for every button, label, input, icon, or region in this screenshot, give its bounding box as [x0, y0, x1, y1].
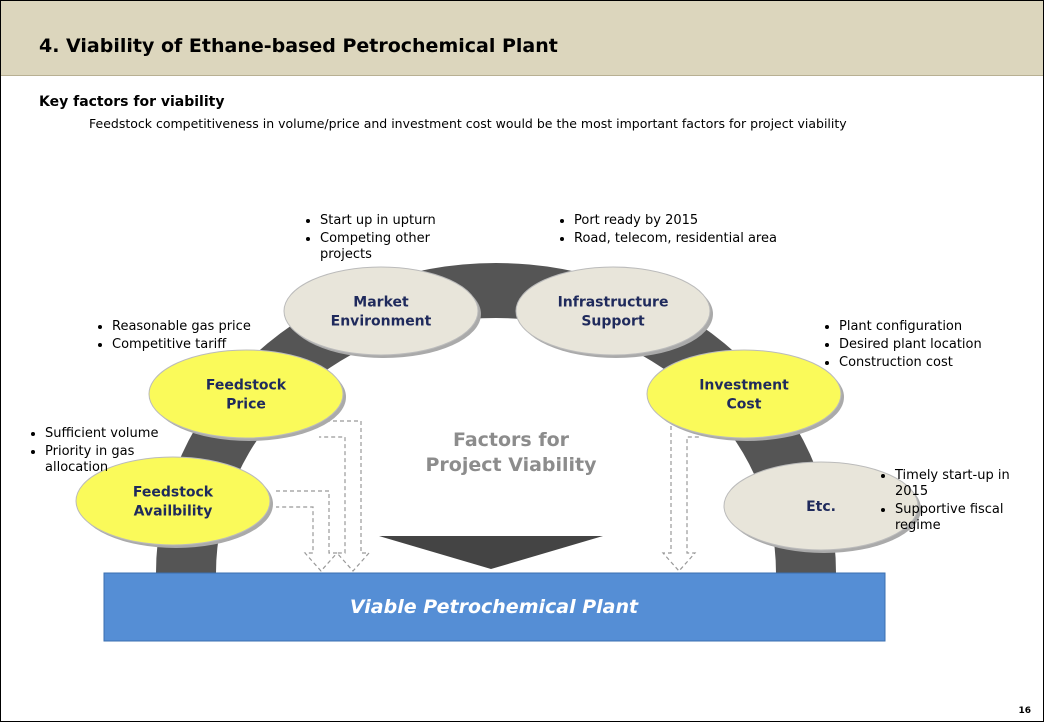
node-ellipse	[515, 266, 711, 356]
bullet: Sufficient volume	[45, 426, 195, 442]
bullet: Start up in upturn	[320, 213, 460, 229]
bullet: Construction cost	[839, 355, 1019, 371]
result-bar	[103, 572, 886, 642]
down-arrow	[379, 536, 603, 569]
node-label: Investment	[699, 378, 789, 394]
bullet: Competing other projects	[320, 231, 460, 263]
node-label: Feedstock	[206, 378, 287, 394]
center-line: Project Viability	[425, 454, 597, 476]
title: 4. Viability of Ethane-based Petrochemic…	[39, 35, 558, 57]
node-label: Cost	[727, 397, 762, 413]
bullet: Road, telecom, residential area	[574, 231, 824, 247]
bullet: Port ready by 2015	[574, 213, 824, 229]
bullet: Supportive fiscal regime	[895, 502, 1035, 534]
node-label: Environment	[331, 314, 432, 330]
section-title: Key factors for viability	[39, 94, 225, 110]
node-bullets: Timely start-up in 2015Supportive fiscal…	[879, 468, 1035, 536]
node-label: Infrastructure	[558, 295, 669, 311]
node-ellipse	[723, 461, 919, 551]
node-ellipse	[646, 349, 842, 439]
node-label: Availbility	[134, 504, 213, 520]
center-line: Factors for	[453, 429, 570, 451]
node-bullets: Port ready by 2015 Road, telecom, residen…	[558, 213, 824, 249]
bullet: Plant configuration	[839, 319, 1019, 335]
node-label: Etc.	[806, 499, 836, 515]
section-text: Feedstock competitiveness in volume/pric…	[89, 116, 847, 131]
node-bullets: Plant configuration Desired plant locatio…	[823, 319, 1019, 373]
node-bullets: Reasonable gas price Competitive tariff	[96, 319, 282, 355]
node-bullets: Start up in upturn Competing other projec…	[304, 213, 460, 265]
node-ellipse	[283, 266, 479, 356]
bullet: Reasonable gas price	[112, 319, 282, 335]
bullet: Timely start-up in 2015	[895, 468, 1035, 500]
header: 4. Viability of Ethane-based Petrochemic…	[1, 1, 1043, 76]
result-text: Viable Petrochemical Plant	[350, 596, 639, 618]
dashed-arrows	[276, 420, 701, 572]
node-ellipse	[148, 349, 344, 439]
node-bullets: Sufficient volume Priority in gas allocat…	[29, 426, 195, 478]
node-label: Market	[353, 295, 409, 311]
bullet: Priority in gas allocation	[45, 444, 195, 476]
node-label: Feedstock	[133, 485, 214, 501]
node-ellipse	[75, 456, 271, 546]
bullet: Desired plant location	[839, 337, 1019, 353]
node-label: Support	[581, 314, 645, 330]
bullet: Competitive tariff	[112, 337, 282, 353]
page-number: 16	[1018, 706, 1031, 716]
node-label: Price	[226, 397, 266, 413]
